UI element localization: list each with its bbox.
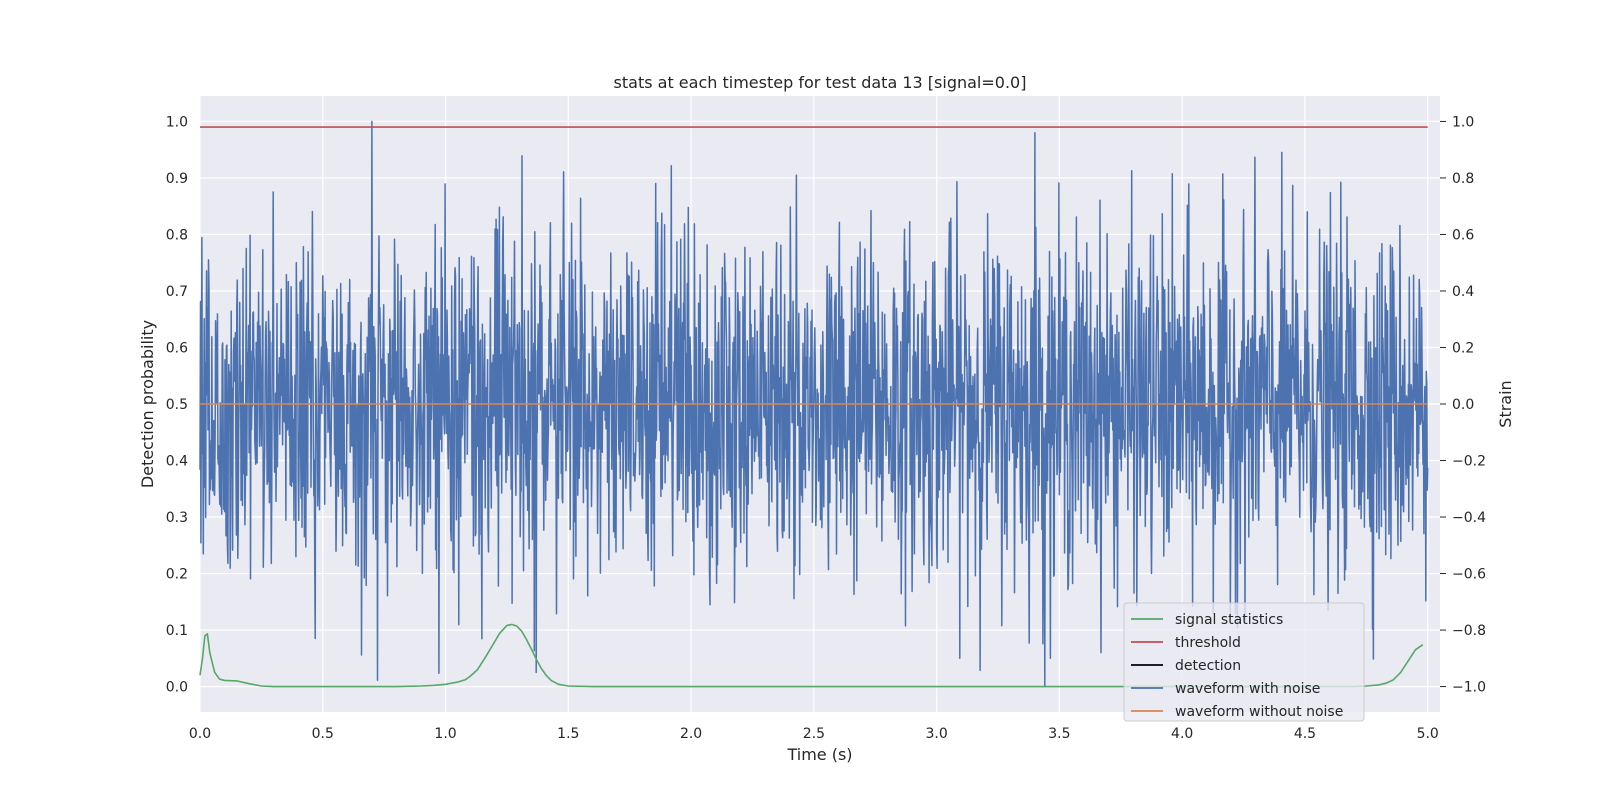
x-axis-label: Time (s) (786, 745, 852, 764)
x-tick-label: 1.5 (557, 726, 579, 742)
y-tick-label: 0.3 (166, 510, 188, 526)
x-tick-label: 4.0 (1171, 726, 1193, 742)
y-tick-label: 0.2 (166, 567, 188, 583)
y-tick-label: 0.6 (166, 340, 188, 356)
y2-tick-label: 0.0 (1452, 397, 1474, 413)
legend-label: waveform without noise (1175, 704, 1343, 720)
legend-item: waveform without noise (1131, 704, 1343, 720)
y-tick-label: 1.0 (166, 114, 188, 130)
y-tick-label: 0.5 (166, 397, 188, 413)
legend-item: threshold (1131, 635, 1241, 651)
right-y-ticks: −1.0 −0.8 −0.6 −0.4 −0.2 0.0 0.2 0.4 0.6 0.8 1.0 (1440, 114, 1486, 696)
x-tick-label: 3.0 (926, 726, 948, 742)
y2-tick-label: −0.6 (1452, 567, 1486, 583)
y2-axis-label: Strain (1496, 380, 1515, 427)
legend-label: signal statistics (1175, 612, 1283, 628)
y-tick-label: 0.0 (166, 680, 188, 696)
x-tick-label: 0.5 (312, 726, 334, 742)
legend-item: signal statistics (1131, 612, 1283, 628)
chart-title: stats at each timestep for test data 13 … (614, 73, 1027, 92)
y-axis-label: Detection probability (138, 320, 157, 488)
legend-item: detection (1131, 658, 1241, 674)
y2-tick-label: 0.8 (1452, 171, 1474, 187)
y-tick-label: 0.4 (166, 454, 188, 470)
x-tick-label: 1.0 (434, 726, 456, 742)
y2-tick-label: 0.2 (1452, 340, 1474, 356)
waveform-with-noise-line (199, 120, 1429, 688)
x-tick-label: 2.0 (680, 726, 702, 742)
x-ticks: 0.0 0.5 1.0 1.5 2.0 2.5 3.0 3.5 4.0 4.5 5.0 (189, 726, 1439, 742)
waveform-with-noise-path (199, 120, 1429, 688)
y2-tick-label: −0.2 (1452, 454, 1486, 470)
x-tick-label: 4.5 (1294, 726, 1316, 742)
legend-label: waveform with noise (1175, 681, 1320, 697)
y2-tick-label: −1.0 (1452, 680, 1486, 696)
y-tick-label: 0.8 (166, 227, 188, 243)
legend-box (1123, 602, 1365, 722)
x-tick-label: 0.0 (189, 726, 211, 742)
legend: signal statistics threshold detection wavef… (1123, 602, 1365, 722)
y-tick-label: 0.9 (166, 171, 188, 187)
x-tick-label: 5.0 (1417, 726, 1439, 742)
x-tick-label: 2.5 (803, 726, 825, 742)
y-tick-label: 0.7 (166, 284, 188, 300)
y2-tick-label: −0.8 (1452, 623, 1486, 639)
legend-item: waveform with noise (1131, 681, 1320, 697)
legend-label: detection (1175, 658, 1241, 674)
legend-label: threshold (1175, 635, 1241, 651)
y-tick-label: 0.1 (166, 623, 188, 639)
x-tick-label: 3.5 (1048, 726, 1070, 742)
y2-tick-label: 0.4 (1452, 284, 1474, 300)
left-y-ticks: 0.0 0.1 0.2 0.3 0.4 0.5 0.6 0.7 0.8 0.9 1.0 (166, 114, 188, 695)
y2-tick-label: −0.4 (1452, 510, 1486, 526)
y2-tick-label: 1.0 (1452, 114, 1474, 130)
y2-tick-label: 0.6 (1452, 227, 1474, 243)
